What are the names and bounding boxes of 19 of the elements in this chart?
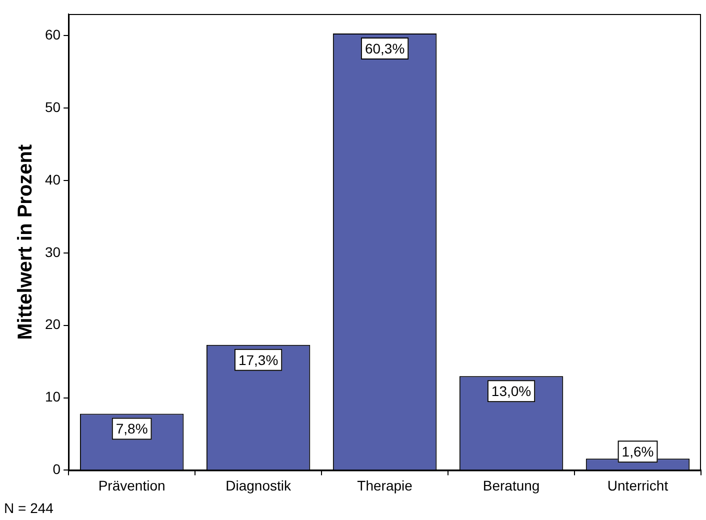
x-tick-label: Beratung [482,477,540,494]
text: N = 244 [4,500,54,516]
y-tick-label: 50 [44,98,61,115]
data-label: 17,3% [238,352,278,368]
y-tick-label: 0 [52,461,61,478]
x-tick-label: Unterricht [607,477,668,494]
data-label: 7,8% [116,420,148,437]
y-tick-label: 20 [44,316,61,332]
y-axis-title: Mittelwert in Prozent [14,144,37,340]
data-label: 1,6% [622,443,654,460]
y-tick-label: 60 [44,26,61,43]
x-tick-label: Therapie [357,477,413,494]
x-tick-label: Prävention [98,477,166,494]
data-label: 60,3% [364,40,405,56]
data-label: 13,0% [491,382,532,399]
x-tick-label: Diagnostik [226,477,292,494]
y-tick-label: 30 [44,244,61,260]
y-tick-label: 10 [44,388,61,405]
y-tick-label: 40 [44,171,61,188]
